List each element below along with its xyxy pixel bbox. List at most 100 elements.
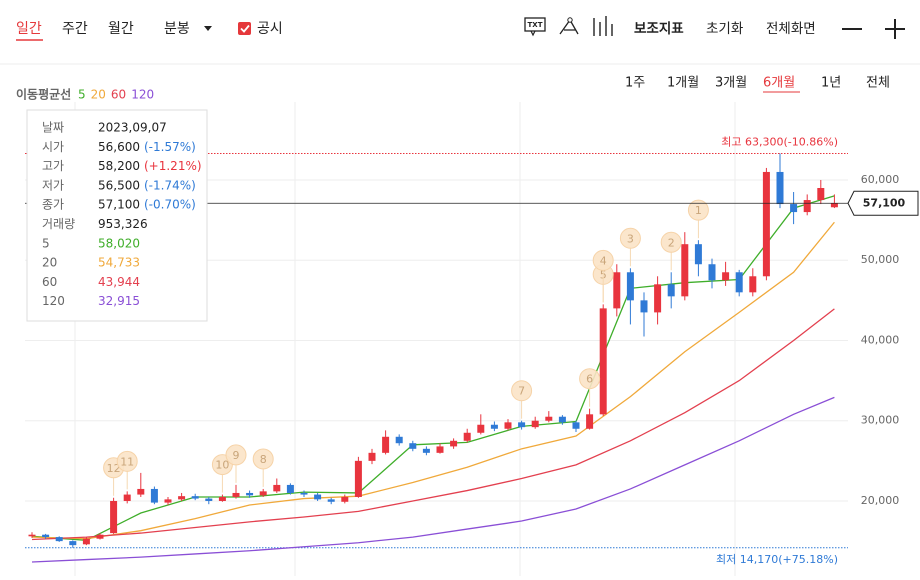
button[interactable]: 초기화 — [706, 21, 743, 37]
legend: 5 20 60 120 — [78, 88, 154, 102]
event-label: 1 — [695, 204, 702, 217]
tab[interactable]: 월간 — [108, 21, 134, 37]
candle-body — [776, 171, 784, 205]
event-bubble[interactable] — [687, 199, 709, 221]
event-bubble[interactable] — [116, 450, 138, 472]
event-bubble[interactable] — [225, 444, 247, 466]
tooltip-value: 43,944 — [98, 275, 140, 289]
candle-body — [382, 436, 390, 453]
candle-body — [504, 422, 512, 429]
tooltip-value: 2023,09,07 — [98, 121, 167, 135]
event-bubble[interactable] — [252, 448, 274, 470]
tooltip-change: (-0.70%) — [144, 198, 196, 212]
candle-body — [708, 264, 716, 281]
candle-body — [164, 499, 172, 503]
tab[interactable]: 일간 — [16, 21, 42, 37]
check-mark — [240, 24, 250, 33]
tooltip-label: 5 — [42, 236, 50, 250]
event-bubble[interactable] — [579, 368, 601, 390]
event-label: 9 — [233, 449, 240, 462]
tooltip: 날짜 2023,09,07 시가 56,600 (-1.57%) 고가 58,200 (+1.… — [26, 109, 208, 322]
candle-body — [314, 494, 322, 500]
toolbar-icons[interactable]: TXT — [524, 16, 613, 37]
candle-body — [123, 494, 131, 501]
candle-body — [246, 492, 254, 496]
tooltip-label: 날짜 — [42, 121, 64, 135]
candle-body — [409, 443, 417, 449]
y-tick-label: 60,000 — [861, 173, 900, 186]
y-tick-label: 30,000 — [861, 414, 900, 427]
candle-body — [681, 244, 689, 297]
candle-body — [613, 272, 621, 309]
candle-body — [654, 284, 662, 313]
tooltip-value: 953,326 — [98, 217, 148, 231]
candle-body — [830, 203, 838, 208]
candle-body — [354, 460, 362, 497]
candle-body — [667, 284, 675, 297]
period[interactable]: 1년 — [821, 76, 841, 91]
candle-body — [749, 276, 757, 293]
candle-body — [586, 414, 594, 429]
candle-body — [341, 496, 349, 502]
tab[interactable]: 주간 — [62, 21, 88, 37]
candle-body — [55, 537, 63, 542]
tooltip-change: (+1.21%) — [144, 159, 202, 173]
candle-body — [422, 448, 430, 453]
zoom-in[interactable] — [885, 19, 905, 39]
event-bubble[interactable] — [660, 231, 682, 253]
event-label: 8 — [260, 453, 267, 466]
period[interactable]: 전체 — [866, 76, 890, 91]
candle-body — [803, 200, 811, 213]
candle-body — [817, 188, 825, 201]
event-bubble[interactable] — [592, 249, 614, 271]
button[interactable]: 보조지표 — [634, 21, 684, 37]
tooltip-label: 60 — [42, 275, 57, 289]
candle-body — [137, 488, 145, 495]
high-label: 최고 63,300(-10.86%) — [721, 135, 838, 148]
period[interactable]: 1주 — [625, 76, 645, 91]
candle-body — [450, 440, 458, 447]
event-bubble[interactable] — [619, 227, 641, 249]
tooltip-value: 58,200 — [98, 159, 140, 173]
candle-body — [694, 244, 702, 265]
candle-body — [762, 171, 770, 277]
checkbox-label[interactable]: 공시 — [257, 21, 283, 37]
tooltip-label: 고가 — [42, 159, 64, 173]
period[interactable]: 1개월 — [667, 76, 699, 91]
y-tick-label: 20,000 — [861, 494, 900, 507]
tooltip-change: (-1.57%) — [144, 140, 196, 154]
candle-body — [490, 424, 498, 429]
candle-body — [259, 491, 267, 496]
candle-body — [790, 204, 798, 213]
tooltip-change: (-1.74%) — [144, 178, 196, 192]
event-label: 3 — [627, 232, 634, 245]
ma-line — [31, 396, 835, 563]
candle-body — [722, 272, 730, 281]
candle-body — [286, 484, 294, 493]
indicator-icon — [593, 16, 613, 36]
legend-item: 5 — [78, 88, 86, 102]
legend-item: 120 — [131, 88, 154, 102]
period[interactable]: 3개월 — [715, 76, 747, 91]
dropdown-arrow — [204, 26, 212, 31]
candle-body — [82, 538, 90, 545]
tooltip-label: 시가 — [42, 140, 64, 154]
tooltip-box — [26, 109, 208, 322]
checkbox[interactable] — [238, 22, 251, 35]
last-price-tag — [847, 190, 919, 216]
candle-body — [477, 424, 485, 433]
event-bubble[interactable] — [511, 380, 533, 402]
candle-body — [735, 272, 743, 293]
candle-body — [531, 420, 539, 428]
icon-text: TXT — [528, 21, 543, 29]
tooltip-value: 57,100 — [98, 198, 140, 212]
candle-body — [205, 498, 213, 501]
candle-body — [463, 432, 471, 441]
tab-dropdown[interactable]: 분봉 — [164, 21, 190, 37]
candle-body — [395, 436, 403, 444]
period[interactable]: 6개월 — [763, 76, 795, 91]
candle-body — [599, 308, 607, 415]
button[interactable]: 전체화면 — [766, 21, 816, 37]
candle-body — [110, 500, 118, 534]
event-label: 10 — [215, 459, 229, 472]
